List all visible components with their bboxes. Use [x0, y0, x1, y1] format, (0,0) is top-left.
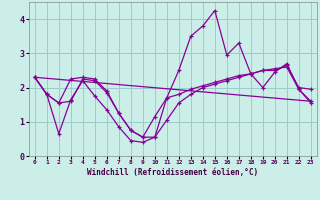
- X-axis label: Windchill (Refroidissement éolien,°C): Windchill (Refroidissement éolien,°C): [87, 168, 258, 177]
